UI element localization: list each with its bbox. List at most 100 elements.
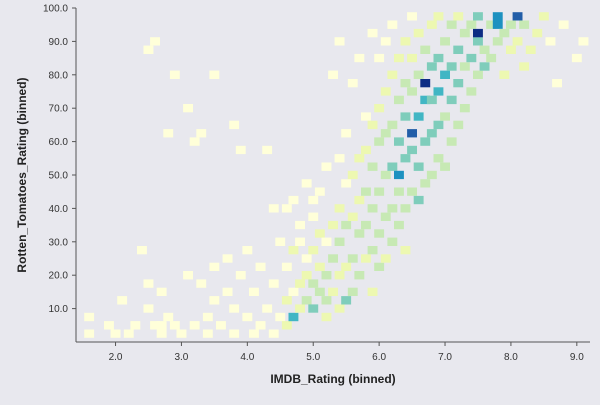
heatmap-cell [262, 304, 273, 313]
heatmap-cell [387, 204, 398, 213]
heatmap-cell [506, 45, 516, 54]
heatmap-cell [420, 79, 431, 88]
heatmap-cell [295, 304, 305, 313]
heatmap-cell [473, 70, 483, 79]
heatmap-cell [163, 312, 174, 322]
heatmap-cell [426, 129, 437, 138]
heatmap-cell [143, 279, 154, 288]
heatmap-cell [453, 120, 464, 130]
heatmap-cell [440, 70, 450, 79]
heatmap-cell [407, 12, 417, 21]
y-tick-label: 60.0 [49, 137, 69, 148]
heatmap-cell [426, 170, 437, 180]
heatmap-cell [334, 304, 345, 313]
heatmap-cell [281, 321, 292, 330]
heatmap-cell [413, 28, 424, 38]
heatmap-cell [321, 271, 332, 280]
heatmap-cell [374, 104, 385, 113]
heatmap-cell [525, 45, 536, 54]
heatmap-cell [281, 204, 292, 213]
heatmap-cell [394, 170, 404, 180]
x-tick-label: 4.0 [240, 352, 254, 363]
heatmap-cell [446, 95, 457, 105]
heatmap-cell [413, 70, 424, 79]
heatmap-cell [301, 179, 312, 188]
heatmap-cell [394, 187, 404, 196]
y-tick-label: 40.0 [49, 204, 69, 215]
heatmap-cell [268, 329, 279, 338]
heatmap-cell [249, 329, 259, 338]
heatmap-cell [453, 12, 464, 21]
heatmap-cell [341, 220, 352, 230]
heatmap-cell [143, 45, 154, 54]
heatmap-cell [229, 304, 240, 313]
heatmap-cell [387, 120, 398, 130]
heatmap-cell [571, 53, 582, 63]
heatmap-cell [367, 246, 378, 255]
heatmap-cell [407, 87, 417, 96]
heatmap-cell [413, 195, 424, 205]
heatmap-cell [104, 321, 114, 330]
heatmap-cell [473, 12, 483, 21]
heatmap-cell [189, 137, 200, 146]
heatmap-cell [552, 79, 562, 88]
heatmap-cell [117, 296, 128, 305]
heatmap-cell [361, 145, 371, 155]
heatmap-cell [413, 112, 424, 121]
heatmap-cell [281, 262, 292, 271]
heatmap-cell [538, 12, 549, 21]
heatmap-cell [314, 187, 325, 196]
x-axis-title: IMDB_Rating (binned) [270, 372, 395, 386]
heatmap-cell [512, 37, 523, 46]
heatmap-cell [308, 246, 319, 255]
heatmap-cell [354, 229, 365, 238]
heatmap-cell [479, 45, 490, 54]
heatmap-cell [189, 321, 200, 330]
heatmap-cell [440, 162, 450, 171]
heatmap-cell [229, 329, 240, 338]
heatmap-cell [242, 246, 253, 255]
heatmap-cell [361, 254, 371, 263]
heatmap-cell [453, 79, 464, 88]
heatmap-cell [492, 12, 503, 21]
heatmap-cell [367, 204, 378, 213]
heatmap-cell [156, 287, 167, 296]
heatmap-cell [499, 28, 510, 38]
heatmap-cell [433, 53, 444, 63]
heatmap-cell [156, 321, 167, 330]
heatmap-cell [446, 137, 457, 146]
heatmap-cell [558, 20, 569, 29]
heatmap-cell [459, 104, 470, 113]
plot-background [76, 8, 590, 342]
heatmap-cell [466, 20, 477, 29]
heatmap-cell [334, 154, 345, 163]
heatmap-cell [328, 254, 338, 263]
heatmap-cell [137, 246, 147, 255]
heatmap-cell [314, 287, 325, 296]
heatmap-cell [400, 246, 411, 255]
heatmap-cell [229, 120, 240, 130]
heatmap-cell [492, 37, 503, 46]
heatmap-cell [479, 62, 490, 71]
heatmap-cell [163, 129, 174, 138]
heatmap-cell [433, 154, 444, 163]
y-tick-label: 50.0 [49, 171, 69, 182]
heatmap-cell [374, 262, 385, 271]
heatmap-cell [394, 53, 404, 63]
heatmap-cell [486, 53, 497, 63]
heatmap-cell [400, 204, 411, 213]
heatmap-cell [209, 262, 220, 271]
y-ticks: 10.0 20.0 30.0 40.0 50.0 60.0 70.0 80.0 90.0 100.… [43, 4, 76, 315]
heatmap-cell [400, 37, 411, 46]
x-tick-label: 7.0 [438, 352, 452, 363]
heatmap-cell [84, 312, 95, 322]
heatmap-cell [380, 212, 391, 221]
heatmap-cell [426, 62, 437, 71]
y-tick-label: 90.0 [49, 37, 69, 48]
heatmap-cell [328, 220, 338, 230]
heatmap-cell [433, 12, 444, 21]
heatmap-cell [519, 20, 530, 29]
heatmap-cell [328, 70, 338, 79]
heatmap-cell [374, 187, 385, 196]
y-tick-label: 80.0 [49, 70, 69, 81]
